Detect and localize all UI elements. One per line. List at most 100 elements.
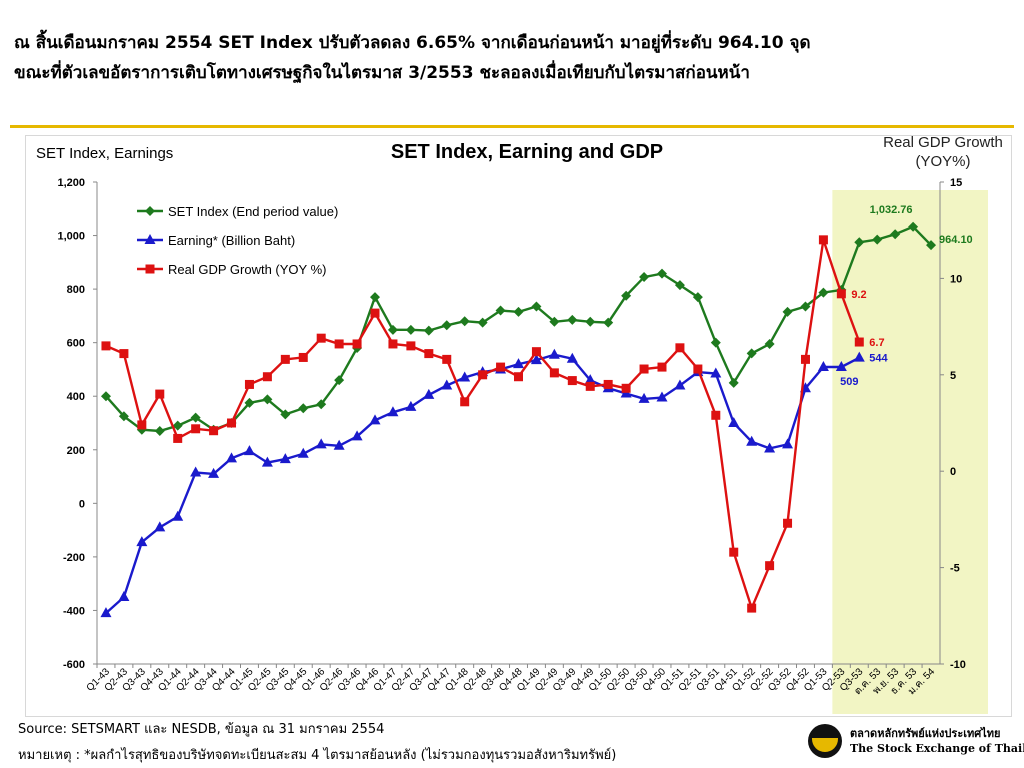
series-1-point (674, 379, 686, 390)
series-1-point (513, 358, 524, 369)
legend-marker-2 (145, 264, 155, 274)
series-2-point (765, 561, 775, 571)
series-2-point (388, 339, 398, 349)
series-1-point (530, 354, 542, 365)
series-0-point (782, 306, 793, 317)
series-2-point (657, 362, 667, 372)
series-0-point (459, 316, 470, 327)
series-1-point (154, 521, 166, 532)
series-2-point (298, 352, 308, 362)
y-tick-label-left: 0 (79, 498, 85, 510)
series-2-point (711, 410, 721, 420)
series-2-point (514, 372, 523, 382)
series-2-point (693, 364, 703, 374)
series-0-point (334, 375, 345, 386)
series-2-point (244, 379, 254, 389)
series-0-point (692, 292, 703, 303)
series-1-line (105, 353, 860, 614)
series-0-point (674, 280, 685, 291)
series-0-point (818, 287, 829, 298)
series-2-point (119, 349, 129, 359)
series-0-point (926, 240, 937, 251)
series-2-point (424, 349, 434, 359)
series-0-point (854, 237, 865, 248)
series-1-point (656, 391, 668, 402)
series-2-point (783, 518, 793, 528)
y-tick-label-left: 1,200 (57, 177, 85, 189)
series-2-point (280, 354, 290, 364)
series-0-point (890, 229, 901, 240)
y-tick-label-right: -5 (950, 563, 960, 575)
header-rule (10, 125, 1014, 128)
series-2 (101, 235, 864, 613)
series-1-point (351, 430, 363, 441)
series-1-point (728, 417, 740, 427)
headline-line-1: ณ สิ้นเดือนมกราคม 2554 SET Index ปรับตัว… (14, 33, 811, 53)
series-0-point (621, 290, 632, 301)
legend-marker-0 (145, 206, 155, 216)
headline: ณ สิ้นเดือนมกราคม 2554 SET Index ปรับตัว… (14, 28, 1014, 88)
y-tick-label-left: -600 (63, 659, 85, 671)
series-2-point (227, 418, 237, 428)
series-0-point (531, 301, 542, 312)
series-1-point (226, 452, 238, 463)
series-2-point (836, 289, 846, 299)
series-2-point (209, 426, 219, 436)
series-1-point (441, 379, 453, 390)
series-1-point (279, 453, 291, 464)
series-0-point (656, 268, 667, 279)
series-0-point (495, 305, 506, 316)
series-0-point (728, 377, 739, 388)
series-2-point (137, 420, 147, 430)
series-2-point (406, 341, 416, 351)
legend-label-2: Real GDP Growth (YOY %) (168, 262, 326, 277)
series-2-point (639, 364, 649, 374)
highlight-band (832, 190, 988, 714)
y-tick-label-right: 5 (950, 370, 956, 382)
series-1-point (261, 456, 273, 467)
y-tick-label-left: 200 (67, 445, 85, 457)
data-label: 1,032.76 (870, 204, 913, 216)
series-1-point (638, 392, 650, 403)
series-0-point (423, 325, 434, 336)
series-0-point (800, 301, 811, 312)
series-2-point (549, 368, 559, 378)
series-2-point (155, 389, 165, 399)
series-0-point (549, 316, 560, 327)
y-tick-label-right: 15 (950, 177, 962, 189)
series-1-point (566, 352, 578, 363)
chart-title: SET Index, Earning and GDP (391, 141, 663, 163)
series-2-point (800, 354, 810, 364)
series-0-point (603, 317, 614, 328)
series-2-point (191, 424, 201, 434)
series-1 (100, 348, 865, 618)
series-2-point (460, 397, 470, 407)
series-0-point (764, 339, 775, 350)
data-label: 964.10 (939, 234, 973, 246)
series-1-point (710, 367, 722, 378)
series-0-point (872, 234, 883, 245)
series-0-point (585, 316, 596, 327)
series-0-point (908, 221, 919, 232)
y-tick-label-right: 0 (950, 466, 956, 478)
series-1-point (100, 607, 112, 618)
legend: SET Index (End period value) Earning* (Bi… (137, 204, 338, 277)
series-1-point (208, 467, 220, 478)
series-2-point (818, 235, 828, 245)
series-1-point (333, 439, 345, 450)
y-tick-label-right: -10 (950, 659, 966, 671)
series-0-point (746, 348, 757, 359)
series-2-line (105, 239, 861, 612)
series-0-point (172, 420, 183, 431)
series-2-point (370, 308, 380, 318)
series-1-point (584, 374, 596, 385)
series-1-point (782, 438, 794, 449)
series-0-point (370, 292, 381, 303)
series-0-point (387, 324, 398, 335)
y-axis-label-left: SET Index, Earnings (36, 145, 173, 162)
series-1-point (853, 351, 865, 362)
series-2-point (675, 343, 685, 353)
series-0-line (105, 225, 932, 433)
logo-english-name: The Stock Exchange of Thailand (850, 742, 1024, 755)
